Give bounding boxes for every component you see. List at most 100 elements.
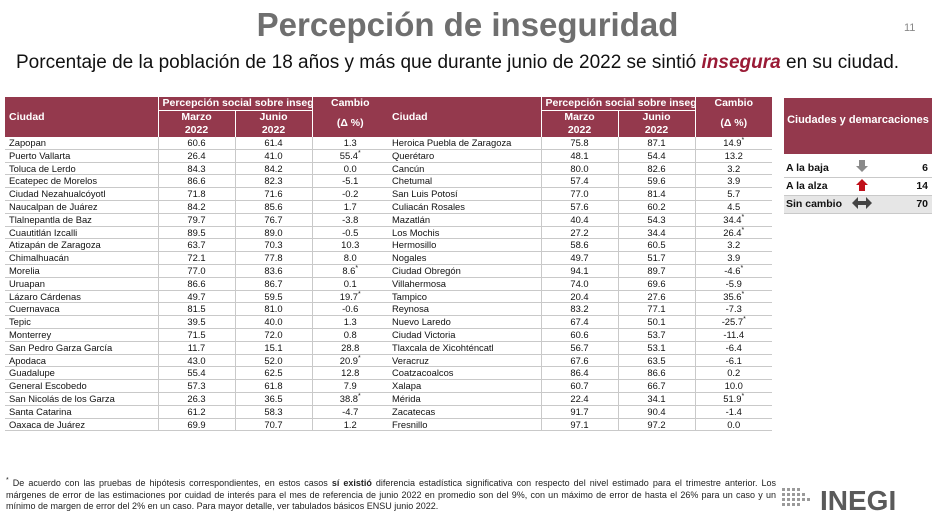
significance-mark: * [741,213,745,221]
city-cell: Ciudad Nezahualcóyotl [5,187,158,201]
change-value: -4.7 [311,405,388,419]
march-value: 58.6 [540,238,618,253]
june-value: 54.4 [617,149,695,163]
table-row: Tepic 39.5 40.0 1.3 [5,315,388,329]
city-cell: Los Mochis [388,226,541,240]
summary-value: 14 [882,177,932,196]
summary-row-nochange: Sin cambio 70 [784,195,932,214]
june-value: 77.8 [234,251,312,265]
city-cell: Querétaro [388,149,541,163]
march-value: 40.4 [540,213,618,227]
change-value: -0.5 [311,226,388,240]
table-row: Nuevo Laredo 67.4 50.1 -25.7* [388,315,772,329]
table-row: San Nicolás de los Garza 26.3 36.5 38.8* [5,392,388,406]
city-cell: Chetumal [388,174,541,189]
march-value: 84.3 [157,162,235,176]
page-number: 11 [904,22,916,34]
table-row: Tlalnepantla de Baz 79.7 76.7 -3.8 [5,213,388,227]
change-value: -3.8 [311,213,388,227]
change-value: 4.5 [694,200,772,214]
summary-label: Sin cambio [784,195,842,214]
june-value: 63.5 [617,354,695,368]
table-row: Cuernavaca 81.5 81.0 -0.6 [5,302,388,317]
march-value: 11.7 [157,341,235,355]
change-value: -5.9 [694,277,772,291]
change-value: 19.7* [311,290,388,304]
june-value: 66.7 [617,379,695,393]
table-row: Ecatepec de Morelos 86.6 82.3 -5.1 [5,174,388,189]
march-value: 57.6 [540,200,618,214]
march-value: 97.1 [540,418,618,432]
june-value: 89.7 [617,264,695,278]
significance-mark: * [741,290,745,298]
city-cell: San Pedro Garza García [5,341,158,355]
march-value: 55.4 [157,366,235,381]
subtitle-highlight: insegura [701,52,781,73]
table-row: Cuautitlán Izcalli 89.5 89.0 -0.5 [5,226,388,240]
city-cell: San Nicolás de los Garza [5,392,158,406]
city-cell: Zapopan [5,137,158,150]
june-value: 61.8 [234,379,312,393]
city-cell: Coatzacoalcos [388,366,541,381]
june-value: 62.5 [234,366,312,381]
march-value: 27.2 [540,226,618,240]
significance-mark: * [358,354,361,362]
change-value: 14.9* [694,137,772,150]
june-value: 54.3 [617,213,695,227]
city-cell: Tepic [5,315,158,329]
city-cell: Mérida [388,392,541,406]
june-value: 53.1 [617,341,695,355]
march-value: 67.6 [540,354,618,368]
table-row: Tampico 20.4 27.6 35.6* [388,290,772,304]
perception-table-right: Ciudad Percepción social sobre insegurid… [388,97,772,432]
june-value: 69.6 [617,277,695,291]
city-cell: Ecatepec de Morelos [5,174,158,189]
june-value: 59.5 [234,290,312,304]
table-row: Hermosillo 58.6 60.5 3.2 [388,238,772,253]
city-cell: Morelia [5,264,158,278]
june-value: 40.0 [234,315,312,329]
june-value: 71.6 [234,187,312,201]
june-value: 76.7 [234,213,312,227]
summary-label: A la alza [784,177,842,196]
change-value: -6.4 [694,341,772,355]
march-value: 75.8 [540,137,618,150]
march-value: 60.6 [157,137,235,150]
arrow-left-right-icon [842,195,882,214]
table-row: Guadalupe 55.4 62.5 12.8 [5,366,388,381]
perception-table-left: Ciudad Percepción social sobre insegurid… [5,97,388,432]
march-value: 48.1 [540,149,618,163]
city-cell: Guadalupe [5,366,158,381]
change-value: -1.4 [694,405,772,419]
march-value: 20.4 [540,290,618,304]
june-value: 34.1 [617,392,695,406]
june-value: 36.5 [234,392,312,406]
change-value: 0.0 [311,162,388,176]
change-value: 35.6* [694,290,772,304]
city-cell: Atizapán de Zaragoza [5,238,158,253]
change-value: 7.9 [311,379,388,393]
march-value: 61.2 [157,405,235,419]
arrow-down-icon [842,159,882,178]
table-row: Lázaro Cárdenas 49.7 59.5 19.7* [5,290,388,304]
svg-text:INEGI: INEGI [820,485,896,516]
change-value: 3.9 [694,251,772,265]
table-row: Zapopan 60.6 61.4 1.3 [5,137,388,150]
june-value: 58.3 [234,405,312,419]
change-value: -0.6 [311,302,388,317]
table-row: Chimalhuacán 72.1 77.8 8.0 [5,251,388,265]
june-value: 85.6 [234,200,312,214]
table-row: Culiacán Rosales 57.6 60.2 4.5 [388,200,772,214]
june-value: 50.1 [617,315,695,329]
significance-mark: * [743,316,746,324]
table-row: Oaxaca de Juárez 69.9 70.7 1.2 [5,418,388,432]
june-value: 77.1 [617,302,695,317]
significance-mark: * [358,149,361,157]
june-value: 70.7 [234,418,312,432]
change-value: 0.1 [311,277,388,291]
significance-mark: * [741,226,745,234]
june-value: 52.0 [234,354,312,368]
march-value: 71.8 [157,187,235,201]
col-header-march: Marzo 2022 [540,110,618,137]
change-value: -25.7* [694,315,772,329]
